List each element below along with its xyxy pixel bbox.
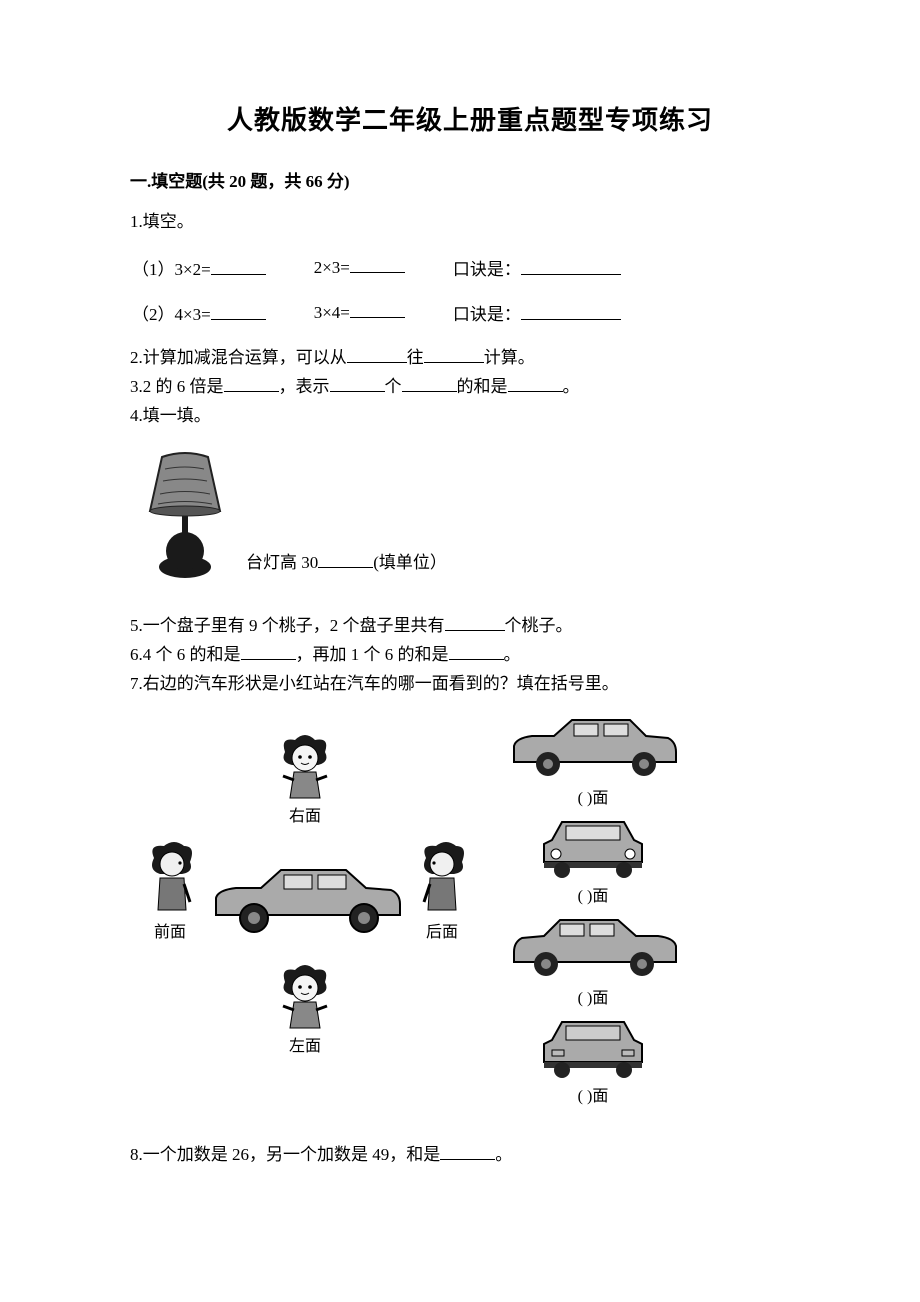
- blank[interactable]: [330, 374, 385, 392]
- page-title: 人教版数学二年级上册重点题型专项练习: [130, 100, 810, 137]
- section-heading: 一.填空题(共 20 题，共 66 分): [130, 167, 810, 192]
- girl-front-icon: [140, 840, 202, 923]
- blank[interactable]: [440, 1142, 495, 1160]
- q5-a: 5.一个盘子里有 9 个桃子，2 个盘子里共有: [130, 616, 445, 635]
- q8-a: 8.一个加数是 26，另一个加数是 49，和是: [130, 1145, 440, 1164]
- blank[interactable]: [424, 345, 484, 363]
- blank[interactable]: [350, 255, 405, 273]
- q7-stem: 7.右边的汽车形状是小红站在汽车的哪一面看到的？填在括号里。: [130, 672, 810, 697]
- q6-c: 。: [504, 645, 521, 664]
- blank[interactable]: [211, 257, 266, 275]
- q5: 5.一个盘子里有 9 个桃子，2 个盘子里共有 个桃子。: [130, 613, 810, 639]
- car-side-icon: [206, 860, 406, 945]
- car-back-icon: [534, 1014, 652, 1080]
- blank[interactable]: [445, 613, 505, 631]
- girl-left-label: 左面: [283, 1032, 327, 1056]
- q1b-2: 3×4=: [314, 303, 350, 322]
- q1a-2: 2×3=: [314, 258, 350, 277]
- blank[interactable]: [521, 302, 621, 320]
- q3-a: 3.2 的 6 倍是: [130, 377, 224, 396]
- q7-left-scene: 右面 前面: [140, 732, 480, 1092]
- blank[interactable]: [318, 550, 373, 568]
- q5-b: 个桃子。: [505, 616, 573, 635]
- blank[interactable]: [241, 642, 296, 660]
- q3-c: 个: [385, 377, 402, 396]
- q1a-3: 口诀是：: [453, 260, 521, 279]
- car-front-icon: [534, 814, 652, 880]
- q4-figure-row: 台灯高 30 (填单位）: [130, 449, 810, 579]
- car-choice-3-label[interactable]: ( )面: [578, 990, 609, 1007]
- girl-right-label: 右面: [283, 802, 327, 826]
- car-choice-1: ( )面: [498, 712, 688, 808]
- car-side-right-icon: [506, 912, 681, 982]
- blank[interactable]: [211, 302, 266, 320]
- car-choice-4-label[interactable]: ( )面: [578, 1088, 609, 1105]
- q1-stem: 1.填空。: [130, 210, 810, 235]
- q6-a: 6.4 个 6 的和是: [130, 645, 241, 664]
- car-choice-1-label[interactable]: ( )面: [578, 790, 609, 807]
- q8-b: 。: [495, 1145, 512, 1164]
- car-choice-4: ( )面: [498, 1014, 688, 1106]
- q7-figure: 右面 前面: [140, 732, 810, 1106]
- q4-lamp-b: (填单位）: [373, 553, 447, 572]
- girl-right-icon: [270, 732, 340, 809]
- blank[interactable]: [224, 374, 279, 392]
- girl-left-icon: [270, 962, 340, 1039]
- lamp-icon: [130, 449, 240, 579]
- q3-b: ，表示: [279, 377, 330, 396]
- car-choice-2-label[interactable]: ( )面: [578, 888, 609, 905]
- car-choice-3: ( )面: [498, 912, 688, 1008]
- girl-front-label: 前面: [148, 918, 192, 942]
- q2: 2.计算加减混合运算，可以从 往 计算。: [130, 345, 810, 371]
- girl-back-icon: [412, 840, 474, 923]
- car-side-left-icon: [506, 712, 681, 782]
- q7-right-choices: ( )面 ( )面: [498, 712, 688, 1106]
- car-choice-2: ( )面: [498, 814, 688, 906]
- q1b-3: 口诀是：: [453, 305, 521, 324]
- q2-b: 往: [407, 348, 424, 367]
- blank[interactable]: [508, 374, 563, 392]
- blank[interactable]: [402, 374, 457, 392]
- q1b-1: （2）4×3=: [132, 305, 211, 324]
- blank[interactable]: [449, 642, 504, 660]
- q4-lamp-a: 台灯高 30: [246, 553, 318, 572]
- q1a-1: （1）3×2=: [132, 260, 211, 279]
- blank[interactable]: [347, 345, 407, 363]
- q2-a: 2.计算加减混合运算，可以从: [130, 348, 347, 367]
- q3-e: 。: [563, 377, 580, 396]
- q1-row-1: （1）3×2= 2×3= 口诀是：: [132, 255, 810, 280]
- q1-row-2: （2）4×3= 3×4= 口诀是：: [132, 300, 810, 325]
- q4-stem: 4.填一填。: [130, 404, 810, 429]
- blank[interactable]: [521, 257, 621, 275]
- girl-back-label: 后面: [420, 918, 464, 942]
- q8: 8.一个加数是 26，另一个加数是 49，和是 。: [130, 1142, 810, 1168]
- q3: 3.2 的 6 倍是 ，表示 个 的和是 。: [130, 374, 810, 400]
- q3-d: 的和是: [457, 377, 508, 396]
- blank[interactable]: [350, 300, 405, 318]
- q2-c: 计算。: [484, 348, 535, 367]
- q6-b: ，再加 1 个 6 的和是: [296, 645, 449, 664]
- q6: 6.4 个 6 的和是 ，再加 1 个 6 的和是 。: [130, 642, 810, 668]
